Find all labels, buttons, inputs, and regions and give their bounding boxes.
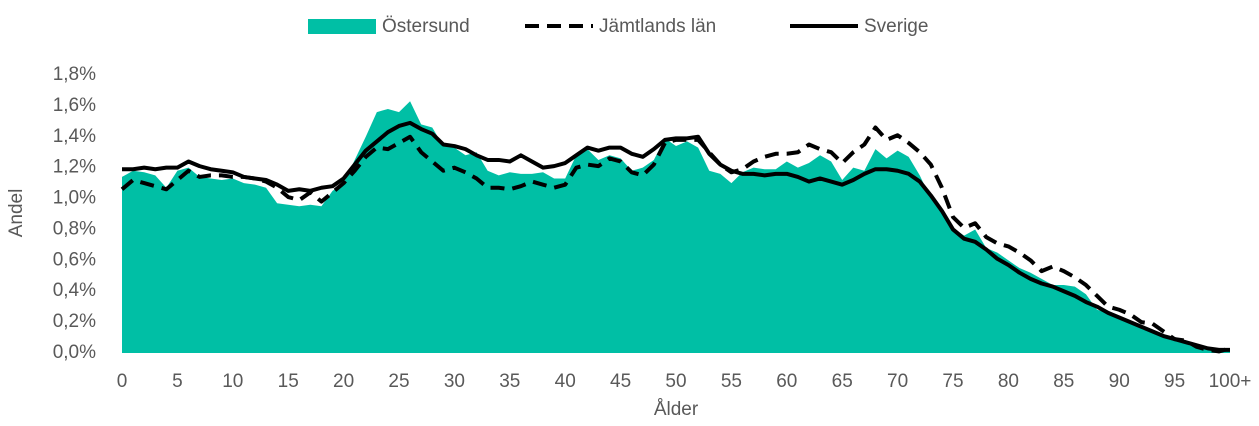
x-tick-label: 95 (1164, 371, 1185, 392)
x-tick-label: 15 (278, 371, 299, 392)
y-tick-label: 0,6% (53, 249, 96, 270)
area (122, 101, 1230, 353)
line (122, 120, 1230, 352)
x-tick-label: 80 (998, 371, 1019, 392)
y-tick-label: 1,4% (53, 126, 96, 147)
x-tick-label: 55 (721, 371, 742, 392)
y-tick-label: 1,6% (53, 95, 96, 116)
x-tick-label: 0 (117, 371, 128, 392)
x-tick-label: 35 (499, 371, 520, 392)
x-tick-label: 5 (172, 371, 183, 392)
x-tick-label: 10 (222, 371, 243, 392)
x-tick-label: 20 (333, 371, 354, 392)
x-tick-label: 40 (555, 371, 576, 392)
legend-label: Östersund (382, 16, 470, 37)
y-tick-label: 0,8% (53, 218, 96, 239)
y-tick-label: 0,2% (53, 311, 96, 332)
x-tick-label: 30 (444, 371, 465, 392)
legend-swatch (308, 19, 376, 34)
y-tick-label: 1,8% (53, 64, 96, 85)
x-tick-label: 75 (942, 371, 963, 392)
y-tick-label: 0,4% (53, 280, 96, 301)
x-tick-label: 50 (665, 371, 686, 392)
y-axis-label: Andel (6, 189, 27, 238)
x-tick-label: 65 (832, 371, 853, 392)
x-tick-label: 70 (887, 371, 908, 392)
y-tick-label: 0,0% (53, 342, 96, 363)
x-tick-label: 60 (776, 371, 797, 392)
legend-label: Jämtlands län (599, 16, 716, 37)
x-tick-label: 25 (388, 371, 409, 392)
x-tick-label: 45 (610, 371, 631, 392)
x-tick-label: 90 (1109, 371, 1130, 392)
x-axis-label: Ålder (654, 399, 699, 420)
y-tick-label: 1,0% (53, 188, 96, 209)
y-tick-label: 1,2% (53, 157, 96, 178)
x-tick-label: 100+ (1209, 371, 1252, 392)
x-tick-label: 85 (1053, 371, 1074, 392)
legend-label: Sverige (864, 16, 928, 37)
